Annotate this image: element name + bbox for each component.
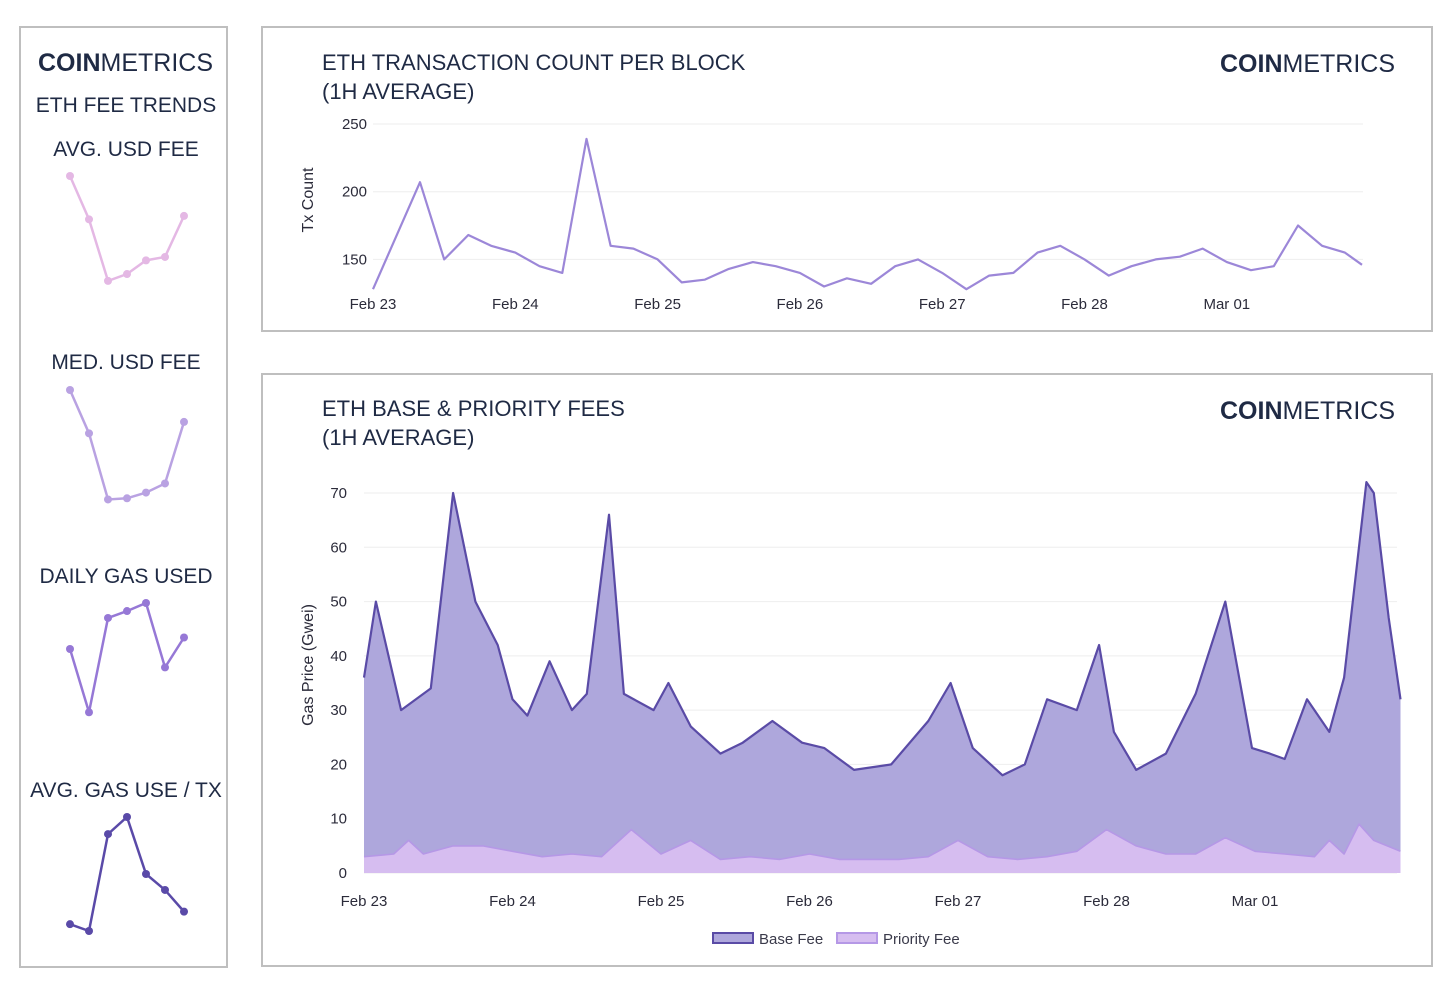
sparkline-point: [180, 633, 188, 642]
sparkline-point: [66, 172, 74, 180]
tx-x-tick: Feb 26: [777, 296, 824, 313]
fee-x-ticks: Feb 23 Feb 24 Feb 25 Feb 26 Feb 27 Feb 28 Mar …: [341, 893, 1279, 910]
sparkline-point: [123, 813, 131, 821]
fee-chart-logo: COINMETRICS: [1220, 397, 1395, 425]
sparkline-line: [68, 601, 186, 713]
fees-chart: ETH BASE & PRIORITY FEES (1H AVERAGE) CO…: [300, 396, 1402, 948]
fee-x-tick: Feb 23: [341, 893, 388, 910]
fee-x-tick: Feb 25: [638, 893, 685, 910]
sidebar-svg: COINMETRICS ETH FEE TRENDS AVG. USD FEE M…: [30, 49, 222, 935]
sparkline-point: [104, 830, 112, 839]
tx-chart-title-line2: (1H AVERAGE): [322, 79, 474, 104]
sparkline-point: [104, 613, 112, 622]
tx-x-tick: Feb 25: [634, 296, 681, 313]
tx-x-tick: Feb 23: [350, 296, 397, 313]
sparkline-point: [104, 495, 112, 504]
sparkline-point: [123, 270, 131, 279]
base-fee-line: [362, 481, 1402, 777]
sidebar-panel: COINMETRICS ETH FEE TRENDS AVG. USD FEE M…: [19, 26, 228, 968]
tx-grid: [373, 123, 1363, 260]
tx-chart-title-line1: ETH TRANSACTION COUNT PER BLOCK: [322, 50, 746, 75]
logo-bold-text: COIN: [38, 49, 101, 77]
sparkline-line: [69, 814, 185, 933]
logo-bold-text: COIN: [1220, 50, 1283, 78]
fee-x-tick: Feb 27: [935, 893, 982, 910]
fee-y-tick: 70: [330, 485, 347, 502]
tx-x-tick: Mar 01: [1203, 296, 1250, 313]
sparkline-point: [142, 870, 150, 878]
logo-light-text: METRICS: [1283, 397, 1396, 425]
legend-base-fee-swatch[interactable]: [712, 932, 754, 944]
fee-y-tick: 40: [330, 648, 347, 665]
fee-chart-title-line1: ETH BASE & PRIORITY FEES: [322, 396, 625, 421]
tx-x-tick: Feb 27: [919, 296, 966, 313]
sidebar-heading: ETH FEE TRENDS: [36, 94, 216, 117]
tx-x-ticks: Feb 23 Feb 24 Feb 25 Feb 26 Feb 27 Feb 28 Mar …: [350, 296, 1250, 313]
sparkline-point: [180, 417, 188, 426]
sparkline-point: [161, 885, 169, 894]
fee-y-tick: 10: [330, 811, 347, 828]
sparkline-point: [85, 708, 93, 717]
legend-base-fee-label[interactable]: Base Fee: [759, 931, 823, 948]
sparkline-point: [85, 927, 93, 935]
tx-x-tick: Feb 28: [1061, 296, 1108, 313]
sparkline-point: [161, 663, 169, 672]
fee-y-axis-label: Gas Price (Gwei): [300, 604, 317, 726]
tx-x-tick: Feb 24: [492, 296, 539, 313]
tx-count-line: [371, 137, 1363, 291]
fee-chart-title-line2: (1H AVERAGE): [322, 425, 474, 450]
sparkline-point: [180, 907, 188, 916]
fee-y-ticks: 0 10 20 30 40 50 60 70: [330, 485, 347, 882]
legend-priority-fee-swatch[interactable]: [836, 932, 878, 944]
fee-y-tick: 50: [330, 594, 347, 611]
fee-x-tick: Feb 26: [786, 893, 833, 910]
tx-count-chart: ETH TRANSACTION COUNT PER BLOCK (1H AVER…: [300, 50, 1395, 313]
fee-x-tick: Mar 01: [1232, 893, 1279, 910]
sparkline-point: [142, 599, 150, 607]
sparkline-point: [66, 386, 74, 394]
sparkline-point: [123, 494, 131, 503]
fees-panel: ETH BASE & PRIORITY FEES (1H AVERAGE) CO…: [261, 373, 1433, 967]
legend-priority-fee-label[interactable]: Priority Fee: [883, 931, 960, 948]
sparkline-title: AVG. USD FEE: [53, 138, 198, 161]
fee-x-tick: Feb 24: [489, 893, 536, 910]
sparkline-point: [85, 215, 93, 224]
tx-y-ticks: 150 200 250: [342, 116, 367, 268]
sparkline-title: MED. USD FEE: [51, 351, 200, 374]
fee-y-tick: 0: [339, 865, 347, 882]
tx-y-tick: 250: [342, 116, 367, 133]
priority-fee-area: [364, 824, 1401, 873]
logo-light-text: METRICS: [101, 49, 214, 77]
fee-y-tick: 60: [330, 539, 347, 556]
sparkline-line: [68, 175, 186, 283]
sparkline-group: AVG. USD FEE MED. USD FEE DAILY GAS USED AV…: [30, 138, 222, 935]
sparkline-point: [161, 479, 169, 488]
base-fee-area: [364, 482, 1401, 873]
priority-fee-line: [363, 823, 1401, 861]
sidebar-logo: COINMETRICS: [38, 49, 213, 77]
sparkline-point: [142, 256, 150, 265]
fee-legend: Base Fee Priority Fee: [712, 931, 960, 948]
tx-count-panel: ETH TRANSACTION COUNT PER BLOCK (1H AVER…: [261, 26, 1433, 332]
sparkline-point: [161, 252, 169, 261]
sparkline-title: DAILY GAS USED: [39, 565, 212, 588]
sparkline-point: [66, 645, 74, 653]
fee-y-tick: 20: [330, 756, 347, 773]
logo-light-text: METRICS: [1283, 50, 1396, 78]
tx-chart-logo: COINMETRICS: [1220, 50, 1395, 78]
sparkline-point: [85, 429, 93, 438]
sparkline-title: AVG. GAS USE / TX: [30, 779, 222, 802]
fee-y-tick: 30: [330, 702, 347, 719]
sparkline-point: [142, 488, 150, 497]
tx-y-axis-label: Tx Count: [300, 167, 317, 232]
logo-bold-text: COIN: [1220, 397, 1283, 425]
sparkline-point: [104, 276, 112, 285]
sparkline-point: [180, 211, 188, 220]
tx-y-tick: 200: [342, 184, 367, 201]
fee-x-tick: Feb 28: [1083, 893, 1130, 910]
sparkline-point: [123, 607, 131, 616]
sparkline-point: [66, 920, 74, 929]
tx-y-tick: 150: [342, 251, 367, 268]
